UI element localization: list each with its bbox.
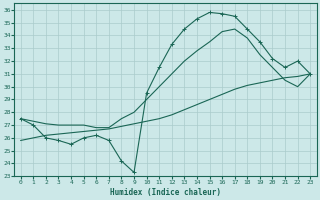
- X-axis label: Humidex (Indice chaleur): Humidex (Indice chaleur): [110, 188, 221, 197]
